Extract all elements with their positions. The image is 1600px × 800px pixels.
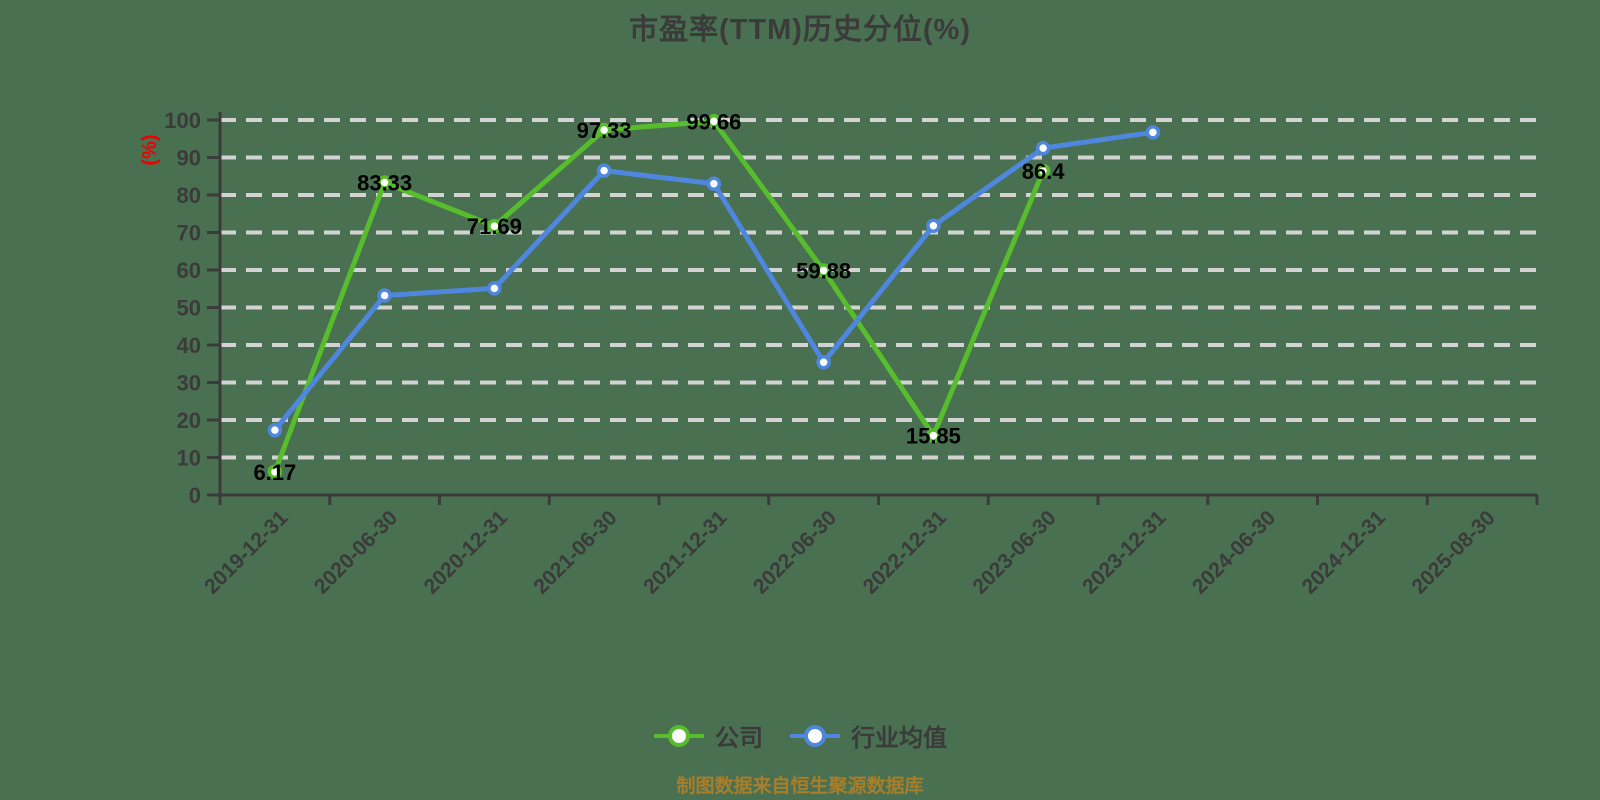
x-tick-label: 2020-06-30	[310, 506, 402, 598]
data-label: 86.4	[1022, 159, 1066, 184]
x-tick-label: 2024-12-31	[1298, 506, 1390, 598]
y-tick-label: 40	[177, 333, 201, 358]
data-label: 83.33	[357, 171, 412, 196]
x-tick-label: 2022-06-30	[749, 506, 841, 598]
data-label: 71.69	[467, 214, 522, 239]
x-tick-label: 2021-12-31	[639, 506, 731, 598]
data-point	[816, 355, 831, 370]
data-label: 59.88	[796, 258, 851, 283]
y-tick-label: 20	[177, 408, 201, 433]
y-tick-label: 70	[177, 221, 201, 246]
legend: 公司 行业均值	[0, 718, 1600, 753]
company-series-marker-icon	[654, 724, 704, 747]
y-tick-label: 50	[177, 296, 201, 321]
x-tick-label: 2020-12-31	[420, 506, 512, 598]
data-point	[926, 218, 941, 233]
y-tick-label: 0	[189, 483, 201, 508]
x-tick-label: 2021-06-30	[529, 506, 621, 598]
data-point	[706, 176, 722, 191]
data-point	[596, 163, 612, 178]
legend-item-company[interactable]: 公司	[653, 718, 763, 753]
y-tick-label: 30	[177, 371, 201, 396]
data-point	[487, 281, 502, 296]
industry-average-series-marker-icon	[790, 724, 840, 747]
y-tick-label: 90	[177, 146, 201, 171]
data-point	[1145, 125, 1161, 140]
legend-item-industry-average[interactable]: 行业均值	[789, 718, 947, 753]
x-tick-label: 2023-06-30	[968, 506, 1060, 598]
data-point	[706, 114, 722, 129]
data-label: 15.85	[906, 424, 961, 449]
x-tick-label: 2019-12-31	[200, 506, 292, 598]
data-label: 97.33	[577, 118, 632, 143]
series-line-0	[272, 118, 1046, 475]
y-tick-label: 60	[177, 258, 201, 283]
x-tick-label: 2024-06-30	[1188, 506, 1280, 598]
data-point	[377, 175, 392, 190]
data-point	[267, 422, 283, 438]
y-axis-unit-label: (%)	[139, 134, 161, 165]
chart-title: 市盈率(TTM)历史分位(%)	[628, 14, 971, 46]
x-tick-label: 2025-08-30	[1407, 506, 1499, 598]
data-point	[596, 122, 612, 138]
y-tick-label: 10	[177, 446, 201, 471]
data-label: 99.66	[686, 109, 741, 134]
data-label: 6.17	[253, 460, 296, 485]
data-source-note: 制图数据来自恒生聚源数据库	[676, 776, 924, 797]
data-point	[377, 288, 392, 303]
data-point	[1035, 140, 1051, 156]
data-point	[267, 464, 283, 480]
legend-label-industry-average: 行业均值	[851, 725, 947, 752]
y-tick-label: 80	[177, 183, 201, 208]
data-point	[816, 263, 831, 278]
data-point	[1035, 163, 1051, 179]
x-tick-label: 2022-12-31	[859, 506, 951, 598]
x-tick-label: 2023-12-31	[1078, 506, 1170, 598]
legend-label-company: 公司	[715, 725, 763, 752]
data-point	[487, 218, 502, 234]
y-tick-label: 100	[164, 108, 201, 133]
data-point	[926, 428, 941, 443]
